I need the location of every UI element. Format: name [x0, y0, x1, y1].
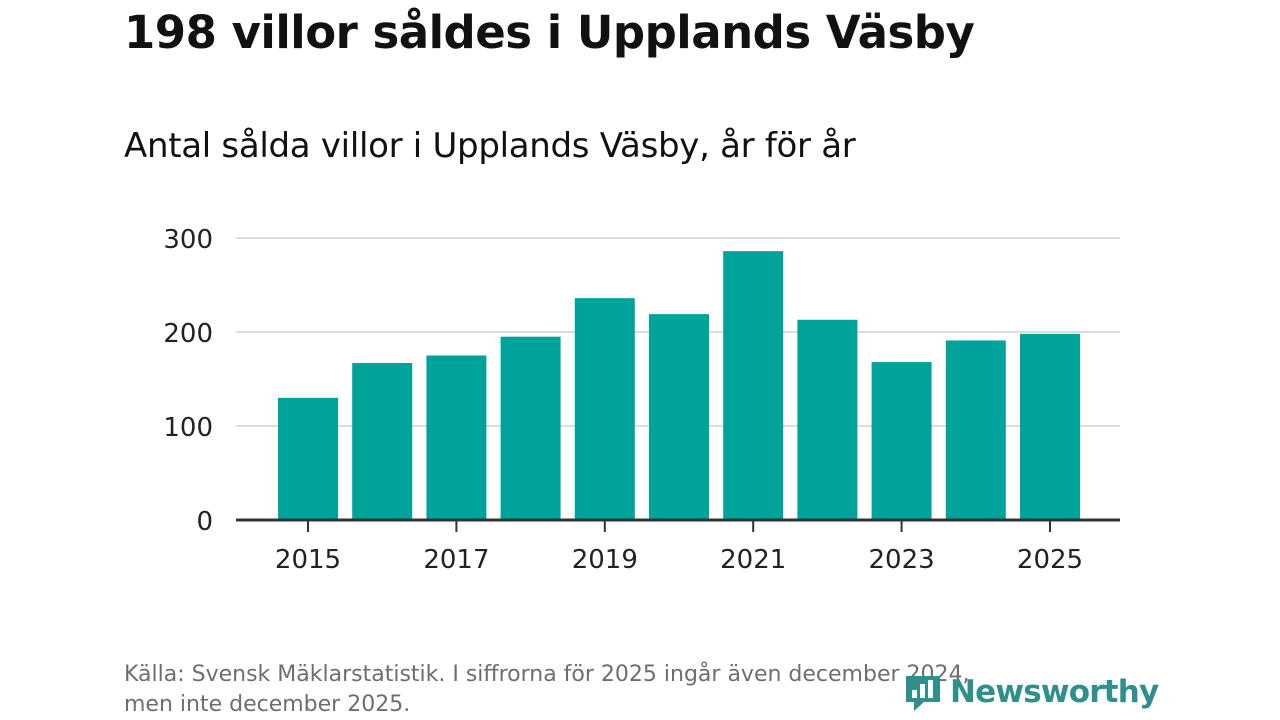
x-tick-label: 2017	[423, 545, 489, 575]
y-tick-label: 300	[163, 225, 213, 255]
x-tick-label: 2021	[720, 545, 786, 575]
x-tick-label: 2019	[572, 545, 638, 575]
newsworthy-logo: Newsworthy	[902, 670, 1159, 714]
bar-2020	[649, 314, 709, 520]
newsworthy-logo-text: Newsworthy	[950, 674, 1159, 710]
bar-2016	[352, 363, 413, 520]
bar-2023	[871, 362, 932, 520]
bars	[278, 251, 1080, 520]
bar-2019	[574, 298, 635, 520]
bar-2015	[278, 397, 338, 520]
bar-2021	[723, 251, 784, 520]
y-tick-label: 0	[196, 507, 213, 537]
source-line-1: Källa: Svensk Mäklarstatistik. I siffror…	[124, 662, 970, 687]
bar-2024	[945, 340, 1006, 520]
bar-2022	[797, 319, 858, 520]
axes: 0 100 200 300 2015 2017 2019 2021 2023 2025	[163, 225, 1120, 575]
chart-subtitle: Antal sålda villor i Upplands Väsby, år …	[124, 126, 856, 166]
bar-2018	[500, 336, 561, 520]
bar-chart: 0 100 200 300 2015 2017 2019 2021 2023 2025	[163, 225, 1120, 575]
chart-title: 198 villor såldes i Upplands Väsby	[124, 6, 975, 59]
source-line-2: men inte december 2025.	[124, 692, 411, 717]
y-tick-label: 200	[163, 319, 213, 349]
y-tick-label: 100	[163, 413, 213, 443]
x-tick-label: 2025	[1017, 545, 1083, 575]
x-tick-label: 2023	[869, 545, 935, 575]
x-tick-label: 2015	[275, 545, 341, 575]
bar-2025	[1020, 333, 1080, 520]
newsworthy-logo-icon	[906, 676, 940, 711]
source-note: Källa: Svensk Mäklarstatistik. I siffror…	[124, 660, 1104, 720]
bar-2017	[426, 355, 487, 520]
